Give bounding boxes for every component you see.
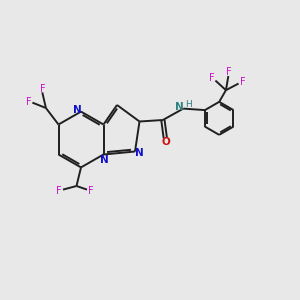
Text: N: N bbox=[73, 105, 82, 115]
Text: F: F bbox=[26, 97, 31, 107]
Text: H: H bbox=[185, 100, 192, 109]
Text: O: O bbox=[161, 137, 170, 147]
Text: F: F bbox=[56, 186, 62, 196]
Text: N: N bbox=[175, 102, 184, 112]
Text: F: F bbox=[40, 83, 46, 94]
Text: F: F bbox=[209, 74, 215, 83]
Text: N: N bbox=[100, 155, 109, 165]
Text: F: F bbox=[226, 67, 232, 77]
Text: F: F bbox=[240, 77, 246, 87]
Text: N: N bbox=[134, 148, 143, 158]
Text: F: F bbox=[88, 186, 94, 196]
